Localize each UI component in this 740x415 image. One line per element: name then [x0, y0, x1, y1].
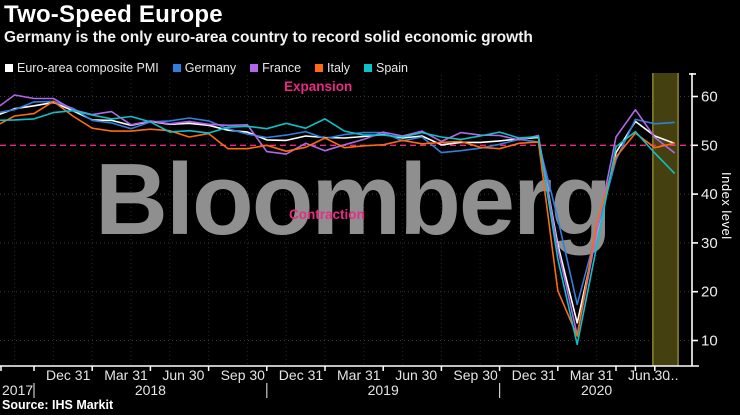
svg-text:60: 60	[701, 89, 718, 106]
svg-text:Jun 30: Jun 30	[162, 367, 204, 383]
svg-text:20: 20	[701, 284, 718, 301]
italy-swatch-icon	[315, 64, 324, 72]
legend-item-germany: Germany	[172, 61, 237, 75]
legend-label-italy: Italy	[327, 61, 350, 75]
legend-label-euro-area: Euro-area composite PMI	[17, 61, 159, 75]
svg-text:Mar 31: Mar 31	[337, 367, 381, 383]
axes: 60 50 40 30 20 10	[0, 73, 718, 371]
legend-label-france: France	[262, 61, 302, 75]
svg-text:2020: 2020	[581, 382, 612, 398]
x-axis-labels: Dec 31 Mar 31 Jun 30 Sep 30 Dec 31 Mar 31 Jun …	[2, 367, 678, 398]
legend-label-spain: Spain	[375, 61, 408, 75]
svg-text:40: 40	[701, 186, 718, 203]
svg-text:2018: 2018	[135, 382, 166, 398]
svg-text:Mar 31: Mar 31	[104, 367, 148, 383]
spain-swatch-icon	[363, 64, 372, 72]
pmi-line-chart: Bloomberg 60 50 40 30 20 10 Dec 31 Mar 31 Jun 3…	[0, 73, 718, 398]
svg-text:2019: 2019	[368, 382, 399, 398]
legend-item-euro-area: Euro-area composite PMI	[5, 61, 159, 75]
svg-text:Dec 31: Dec 31	[46, 367, 91, 383]
legend-label-germany: Germany	[184, 61, 237, 75]
france-swatch-icon	[250, 64, 259, 72]
svg-text:...: ...	[667, 367, 679, 383]
svg-text:50: 50	[701, 137, 718, 154]
germany-swatch-icon	[172, 64, 181, 72]
svg-text:Dec 31: Dec 31	[512, 367, 557, 383]
legend-item-france: France	[250, 61, 301, 75]
legend-item-spain: Spain	[363, 61, 408, 75]
euro-area-swatch-icon	[5, 64, 13, 72]
expansion-label: Expansion	[284, 79, 353, 94]
source-line: Source: IHS Markit	[2, 398, 114, 412]
svg-text:Sep 30: Sep 30	[221, 367, 266, 383]
recent-period-highlight-band	[652, 73, 679, 366]
svg-text:10: 10	[701, 333, 718, 350]
svg-text:30: 30	[701, 235, 718, 252]
legend-item-italy: Italy	[315, 61, 350, 75]
y-axis-title: Index level	[719, 172, 734, 240]
svg-text:Mar 31: Mar 31	[570, 367, 614, 383]
bloomberg-watermark: Bloomberg	[95, 144, 610, 256]
pmi-series-lines	[0, 94, 676, 346]
chart-title: Two-Speed Europe	[4, 1, 223, 28]
svg-text:Sep 30: Sep 30	[453, 367, 498, 383]
legend: Euro-area composite PMI Germany France I…	[5, 61, 408, 75]
contraction-label: Contraction	[289, 207, 365, 222]
svg-text:Jun 30: Jun 30	[395, 367, 437, 383]
svg-text:Jun 30: Jun 30	[628, 367, 670, 383]
chart-subtitle: Germany is the only euro-area country to…	[4, 29, 533, 46]
svg-text:2017: 2017	[2, 382, 33, 398]
svg-text:...: ...	[647, 367, 659, 383]
svg-text:Dec 31: Dec 31	[279, 367, 324, 383]
